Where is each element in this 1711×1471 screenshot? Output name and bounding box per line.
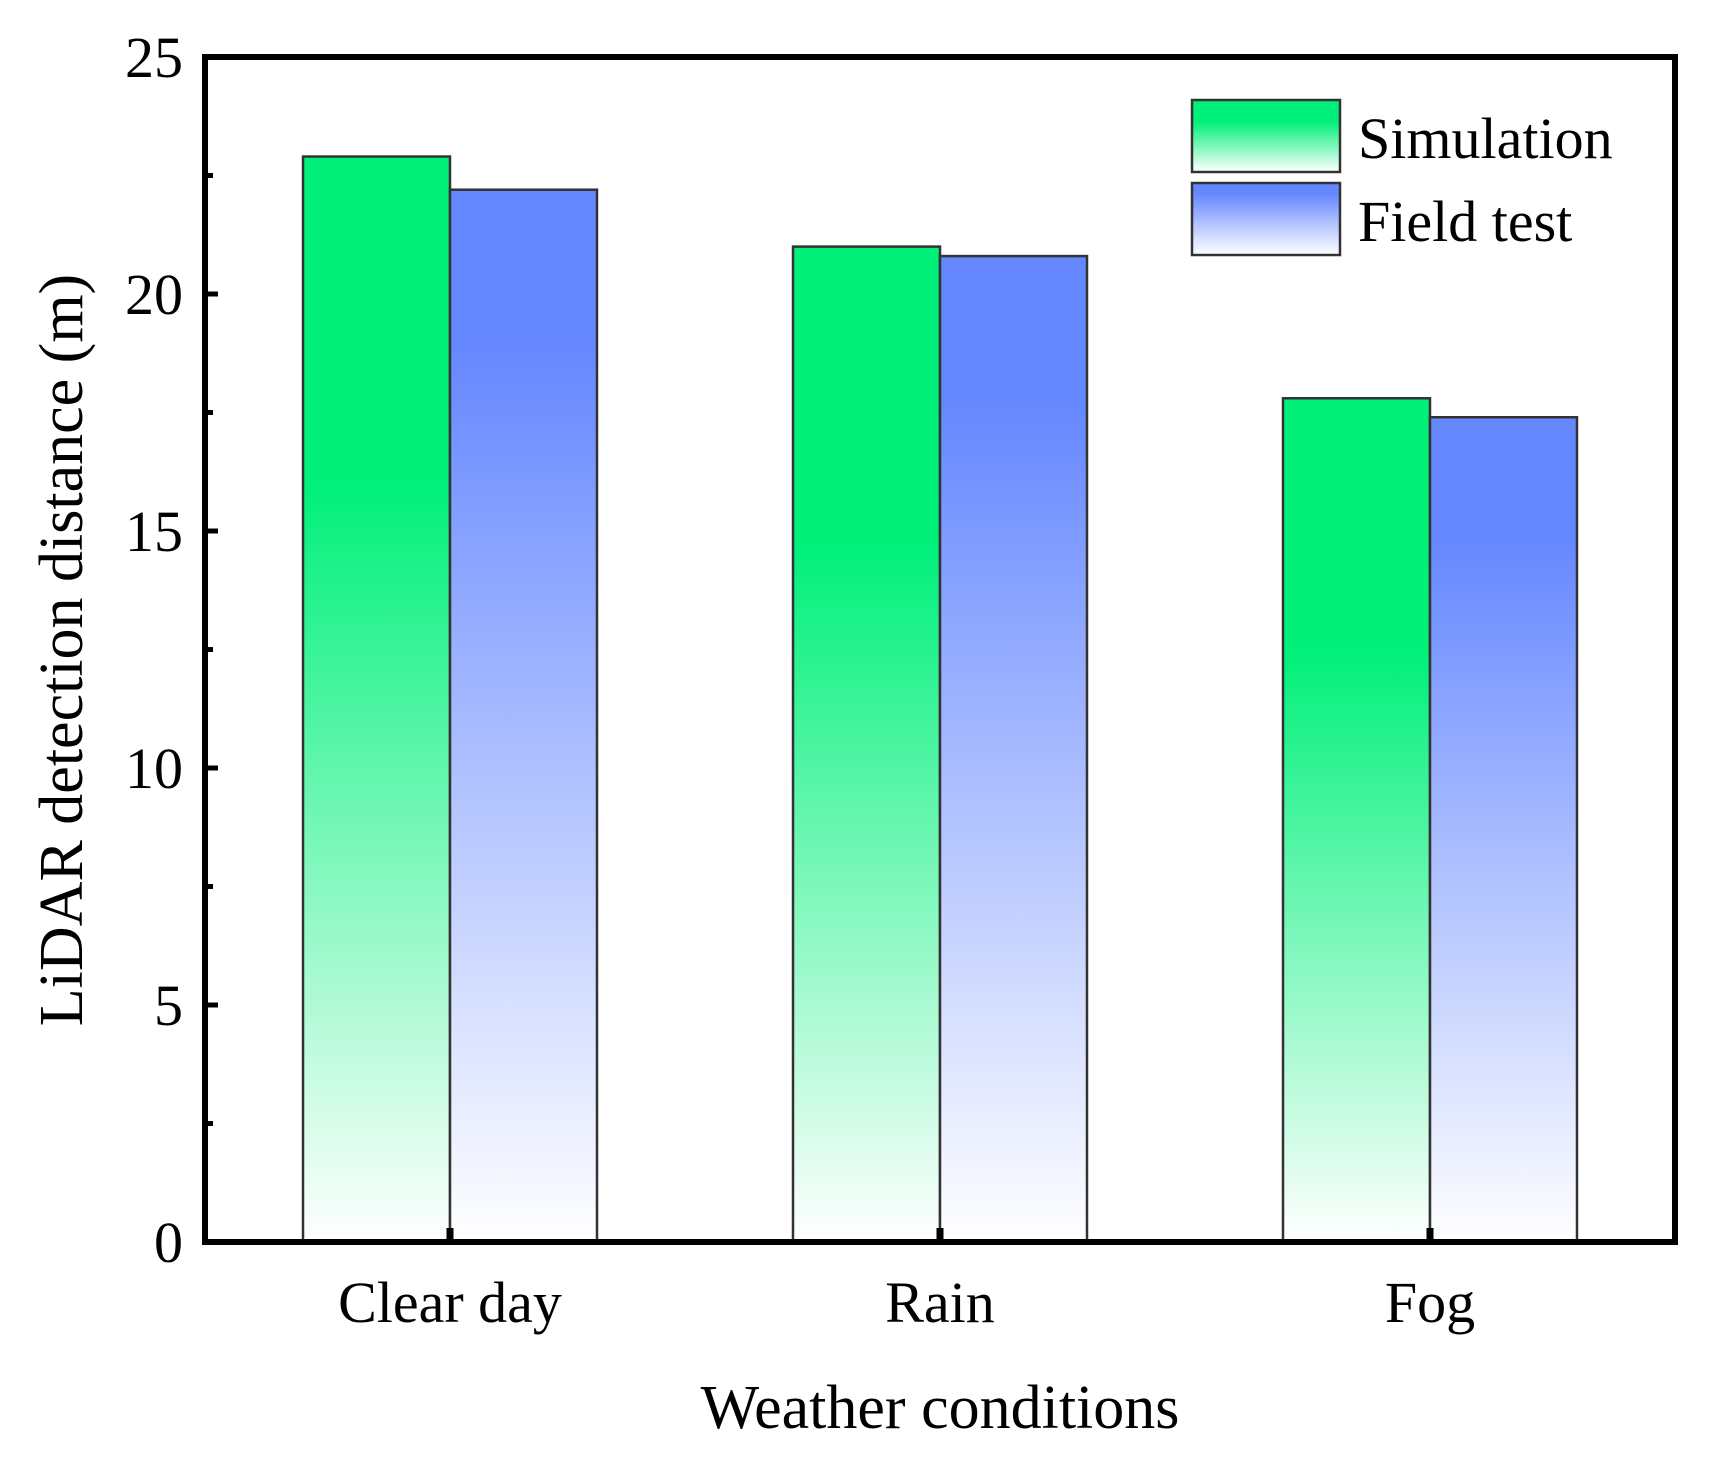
y-axis-title: LiDAR detection distance (m) <box>28 274 96 1026</box>
bars-group <box>301 155 1579 1244</box>
y-axis-ticks: 0 5 10 15 20 25 <box>125 25 218 1275</box>
x-axis-ticks: Clear day Rain Fog <box>338 1228 1475 1335</box>
legend-label-field-test: Field test <box>1358 189 1572 254</box>
x-axis-title: Weather conditions <box>701 1374 1180 1442</box>
legend: Simulation Field test <box>1190 98 1613 257</box>
bar-field-test-rain <box>938 254 1089 1244</box>
y-tick-label-20: 20 <box>125 262 183 327</box>
bar-field-test-clear-day <box>448 188 599 1244</box>
legend-swatch-simulation <box>1190 98 1342 174</box>
y-tick-label-5: 5 <box>154 973 183 1038</box>
y-tick-label-15: 15 <box>125 499 183 564</box>
bar-simulation-rain <box>791 245 942 1244</box>
bar-simulation-clear-day <box>301 155 452 1244</box>
legend-label-simulation: Simulation <box>1358 106 1613 171</box>
x-tick-label-clear-day: Clear day <box>338 1270 562 1335</box>
bar-field-test-fog <box>1428 415 1579 1244</box>
legend-swatch-field-test <box>1190 181 1342 257</box>
y-tick-label-10: 10 <box>125 736 183 801</box>
bar-simulation-fog <box>1281 397 1432 1244</box>
x-tick-label-rain: Rain <box>885 1270 995 1335</box>
y-tick-label-0: 0 <box>154 1210 183 1275</box>
x-tick-label-fog: Fog <box>1385 1270 1475 1335</box>
y-tick-label-25: 25 <box>125 25 183 90</box>
